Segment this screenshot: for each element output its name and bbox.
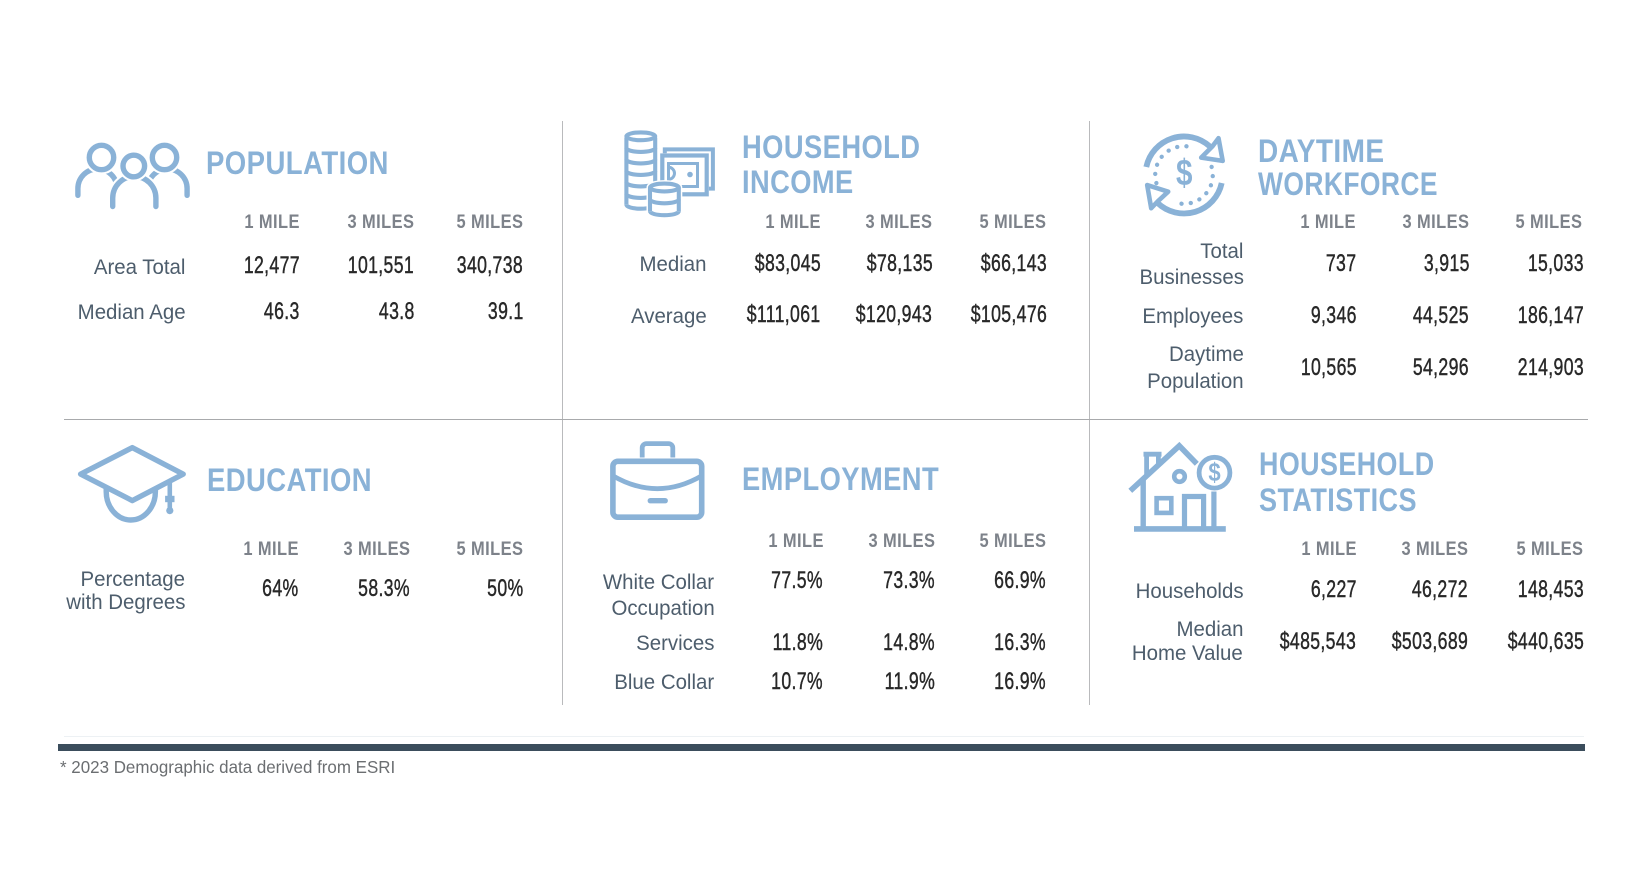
svg-text:$: $ (1208, 459, 1221, 488)
svg-text:$: $ (1176, 153, 1193, 194)
